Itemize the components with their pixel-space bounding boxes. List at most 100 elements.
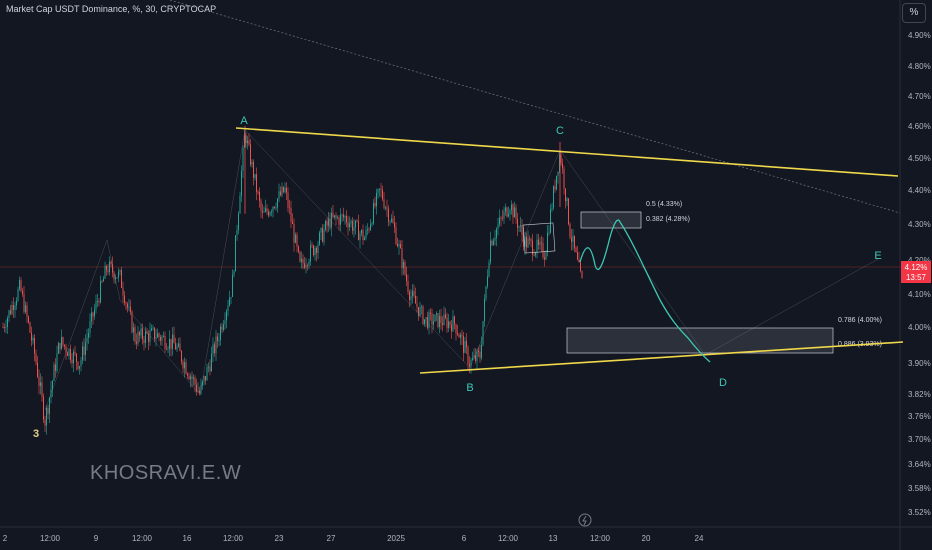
- candle-body: [385, 207, 386, 209]
- candle-body: [241, 171, 242, 196]
- candle-body: [469, 364, 470, 367]
- candle-body: [449, 321, 451, 325]
- consolidation-box: [522, 222, 556, 254]
- candle-body: [133, 327, 134, 333]
- candle-body: [7, 318, 8, 327]
- candle-body: [520, 225, 521, 227]
- candle-body: [364, 238, 365, 240]
- wave-label-d: D: [719, 377, 727, 389]
- candle-body: [38, 376, 40, 386]
- candle-body: [572, 235, 574, 242]
- percent-scale-button[interactable]: %: [902, 3, 926, 23]
- candle-body: [313, 245, 314, 256]
- candle-body: [10, 310, 11, 314]
- candle-body: [518, 226, 520, 228]
- candle-body: [328, 218, 329, 226]
- candle-body: [463, 336, 464, 353]
- y-tick-label: 3.64%: [908, 460, 931, 469]
- candle-body: [217, 336, 218, 341]
- candle-body: [11, 305, 13, 314]
- candle-body: [452, 316, 454, 332]
- candle-body: [389, 221, 391, 223]
- candle-body: [83, 346, 85, 355]
- candle-body: [14, 305, 16, 310]
- candle-body: [553, 186, 554, 208]
- candle-body: [187, 373, 188, 376]
- candle-body: [121, 270, 122, 288]
- candle-body: [464, 341, 466, 353]
- candle-body: [542, 243, 544, 258]
- candle-body: [539, 242, 541, 245]
- candle-body: [365, 230, 367, 238]
- candle-body: [487, 276, 488, 287]
- candle-body: [64, 344, 65, 347]
- candle-body: [424, 319, 425, 324]
- y-tick-label: 3.76%: [908, 412, 931, 421]
- y-tick-label: 4.90%: [908, 31, 931, 40]
- candle-body: [367, 229, 368, 231]
- candle-body: [349, 223, 350, 228]
- candle-body: [259, 192, 260, 201]
- candle-body: [527, 238, 529, 248]
- candle-body: [107, 270, 109, 273]
- candle-body: [262, 211, 263, 213]
- candle-body: [242, 147, 244, 172]
- candle-body: [373, 202, 374, 224]
- candle-body: [253, 161, 254, 178]
- candle-body: [247, 140, 248, 144]
- candle-body: [155, 337, 157, 339]
- candle-body: [311, 245, 313, 247]
- candle-body: [569, 223, 571, 238]
- candle-body: [436, 313, 437, 315]
- candle-body: [403, 262, 404, 269]
- candle-body: [563, 168, 565, 189]
- candle-body: [412, 291, 413, 297]
- candle-body: [350, 221, 352, 224]
- candle-body: [334, 215, 335, 217]
- candle-body: [250, 144, 251, 165]
- candle-body: [157, 333, 158, 338]
- candle-body: [275, 207, 277, 209]
- candle-body: [341, 214, 343, 216]
- candle-body: [511, 204, 512, 211]
- price-tag-value: 4.12%: [905, 263, 928, 272]
- candle-body: [470, 359, 472, 367]
- candle-body: [347, 222, 349, 228]
- candle-body: [556, 175, 557, 190]
- candle-body: [559, 154, 560, 172]
- candle-body: [494, 237, 496, 241]
- candle-body: [166, 348, 167, 350]
- candle-body: [208, 366, 209, 368]
- candle-body: [220, 326, 221, 340]
- candle-body: [257, 191, 259, 193]
- candle-body: [317, 244, 319, 254]
- wave-label-e: E: [874, 250, 881, 262]
- candle-body: [161, 336, 163, 341]
- candle-body: [95, 301, 97, 310]
- candle-body: [374, 202, 376, 207]
- candle-body: [418, 307, 419, 316]
- candle-body: [154, 327, 155, 339]
- candle-body: [478, 350, 479, 353]
- candle-body: [89, 321, 91, 333]
- x-tick-label: 20: [642, 534, 651, 543]
- candle-body: [356, 220, 358, 222]
- candle-body: [139, 332, 140, 336]
- candle-body: [184, 362, 185, 369]
- candle-body: [503, 211, 505, 219]
- candle-body: [401, 248, 403, 269]
- candle-body: [230, 297, 232, 298]
- candle-body: [235, 235, 236, 272]
- candle-body: [419, 307, 421, 316]
- candle-body: [97, 301, 98, 302]
- candle-body: [130, 306, 131, 312]
- candle-body: [22, 290, 23, 294]
- candle-body: [197, 390, 199, 392]
- candle-body: [55, 364, 56, 371]
- y-tick-label: 4.30%: [908, 220, 931, 229]
- candle-body: [368, 229, 370, 230]
- candle-body: [278, 191, 280, 199]
- candle-body: [272, 206, 274, 212]
- candle-body: [76, 353, 77, 362]
